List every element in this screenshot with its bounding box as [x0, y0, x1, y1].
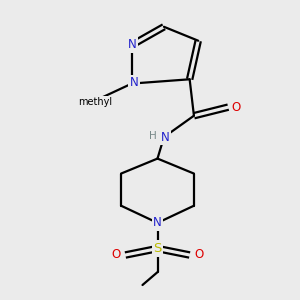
Text: H: H: [149, 131, 157, 141]
Text: O: O: [111, 248, 120, 262]
Text: O: O: [195, 248, 204, 262]
Text: N: N: [160, 130, 169, 144]
Text: N: N: [153, 216, 162, 230]
Text: S: S: [153, 242, 162, 255]
Text: O: O: [231, 100, 240, 114]
Text: methyl: methyl: [78, 97, 112, 107]
Text: N: N: [128, 38, 136, 52]
Text: N: N: [130, 76, 138, 89]
